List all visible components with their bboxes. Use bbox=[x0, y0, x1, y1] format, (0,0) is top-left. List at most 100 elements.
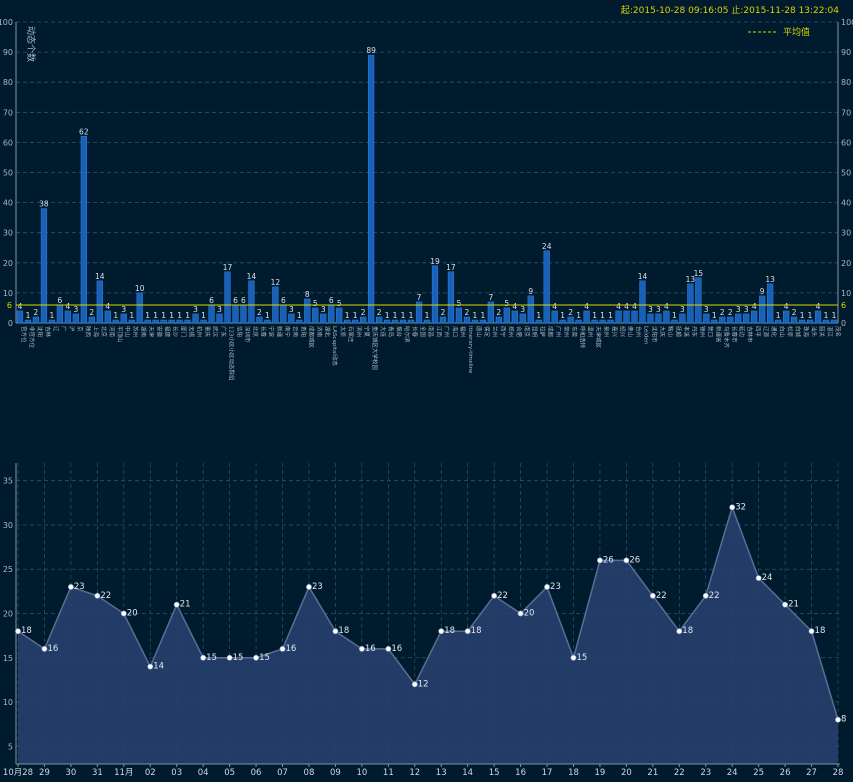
x-tick-label: 中山 bbox=[124, 326, 132, 337]
x-tick-label: 官方位 bbox=[20, 326, 28, 343]
x-tick-label: 09 bbox=[330, 768, 341, 778]
x-tick-label: 沪 bbox=[68, 326, 76, 332]
x-tick-label: 西宁 bbox=[499, 326, 507, 338]
data-value-label: 15 bbox=[259, 653, 270, 663]
x-tick-label: 平顶山 bbox=[116, 326, 124, 343]
bar bbox=[639, 280, 646, 324]
data-value-label: 23 bbox=[550, 582, 561, 592]
y-tick-label-right: 40 bbox=[841, 199, 851, 208]
bar bbox=[806, 319, 814, 324]
x-tick-label: 14 bbox=[462, 768, 473, 778]
x-tick-label: 南宁 bbox=[283, 326, 291, 338]
y-tick-label: 50 bbox=[3, 169, 13, 178]
bar-value-label: 3 bbox=[656, 305, 661, 314]
y-tick-label-right: 60 bbox=[841, 138, 851, 147]
bar bbox=[192, 313, 199, 324]
x-tick-label: 海口 bbox=[451, 326, 459, 337]
bar-value-label: 1 bbox=[345, 311, 350, 320]
x-tick-label: 延边 bbox=[738, 326, 746, 338]
bar bbox=[184, 319, 191, 324]
x-tick-label: 重庆 bbox=[204, 326, 212, 338]
x-tick-label: 02 bbox=[145, 768, 156, 778]
x-tick-label: Leiden bbox=[642, 326, 648, 345]
x-tick-label: 湖南 bbox=[140, 326, 148, 338]
data-point bbox=[517, 610, 524, 617]
x-tick-label: 佛山 bbox=[627, 326, 635, 337]
bar-value-label: 3 bbox=[73, 305, 78, 314]
bar-value-label: 1 bbox=[201, 311, 206, 320]
bar-value-label: 4 bbox=[624, 302, 629, 311]
data-value-label: 26 bbox=[603, 555, 614, 565]
x-tick-label: 福建 bbox=[164, 326, 172, 338]
data-point bbox=[94, 592, 101, 599]
area-fill bbox=[18, 507, 838, 764]
bar bbox=[455, 307, 463, 324]
data-value-label: 22 bbox=[709, 591, 720, 601]
bar bbox=[431, 265, 439, 324]
x-tick-label: 08 bbox=[304, 768, 315, 778]
bar-value-label: 3 bbox=[289, 305, 294, 314]
bar-value-label: 19 bbox=[430, 257, 440, 266]
data-point bbox=[200, 654, 207, 661]
bar-value-label: 4 bbox=[632, 302, 637, 311]
bar-value-label: 1 bbox=[536, 311, 541, 320]
bar bbox=[663, 310, 670, 324]
x-tick-label: 05 bbox=[224, 768, 235, 778]
x-tick-label: 北京 bbox=[100, 326, 108, 338]
bar bbox=[527, 295, 534, 324]
bar-value-label: 4 bbox=[664, 302, 669, 311]
bar-value-label: 1 bbox=[472, 311, 477, 320]
bar bbox=[535, 319, 542, 324]
x-tick-label: 信阳 bbox=[235, 326, 243, 337]
x-tick-label: 昆明 bbox=[531, 326, 538, 338]
bar-value-label: 1 bbox=[832, 311, 837, 320]
data-value-label: 16 bbox=[286, 644, 297, 654]
bar bbox=[415, 301, 423, 324]
bar-value-label: 3 bbox=[648, 305, 653, 314]
series-line bbox=[17, 504, 839, 720]
x-tick-label: 汕头 bbox=[810, 326, 818, 338]
x-tick-label: 杭州 bbox=[196, 326, 204, 337]
x-tick-label: 大庆 bbox=[658, 326, 666, 338]
date-range-text: 起:2015-10-28 09:16:05 止:2015-11-28 13:22… bbox=[621, 4, 839, 16]
x-tick-label: 30 bbox=[65, 768, 76, 778]
data-point bbox=[15, 628, 21, 635]
x-tick-label: 沈阳 bbox=[36, 326, 44, 337]
x-tick-label: 营口 bbox=[706, 326, 714, 337]
bar-value-label: 1 bbox=[129, 311, 134, 320]
bar bbox=[232, 304, 239, 324]
x-tick-label: 27 bbox=[806, 768, 817, 778]
bar-value-label: 1 bbox=[169, 311, 174, 320]
y-tick-label: 30 bbox=[3, 521, 13, 530]
bar-value-label: 15 bbox=[694, 269, 704, 278]
bar-value-label: 17 bbox=[446, 263, 456, 272]
data-value-label: 23 bbox=[74, 582, 85, 592]
bar bbox=[822, 319, 830, 324]
y-tick-label-right: 90 bbox=[841, 48, 851, 57]
bar bbox=[631, 310, 638, 324]
x-tick-label: 厦门 bbox=[180, 326, 188, 337]
bar-value-label: 5 bbox=[504, 299, 509, 308]
bar bbox=[439, 316, 447, 324]
bar bbox=[711, 319, 718, 324]
bar bbox=[96, 280, 103, 324]
data-value-label: 8 bbox=[841, 715, 846, 725]
x-tick-label: 无锡 bbox=[188, 326, 196, 338]
bar bbox=[176, 319, 183, 324]
bar bbox=[160, 319, 167, 324]
bar bbox=[344, 319, 351, 324]
data-value-label: 15 bbox=[576, 653, 587, 663]
data-value-label: 18 bbox=[682, 626, 693, 636]
bar bbox=[399, 319, 407, 324]
bar bbox=[56, 304, 64, 324]
bar bbox=[790, 316, 798, 324]
x-tick-label: 烟台 bbox=[395, 326, 403, 338]
data-value-label: 16 bbox=[47, 644, 58, 654]
bar-value-label: 1 bbox=[712, 311, 717, 320]
bar-value-label: 4 bbox=[65, 302, 70, 311]
x-tick-label: 22 bbox=[674, 768, 685, 778]
x-tick-label: 10 bbox=[356, 768, 367, 778]
bar bbox=[152, 319, 159, 324]
bar bbox=[687, 283, 694, 324]
data-value-label: 32 bbox=[735, 502, 746, 512]
